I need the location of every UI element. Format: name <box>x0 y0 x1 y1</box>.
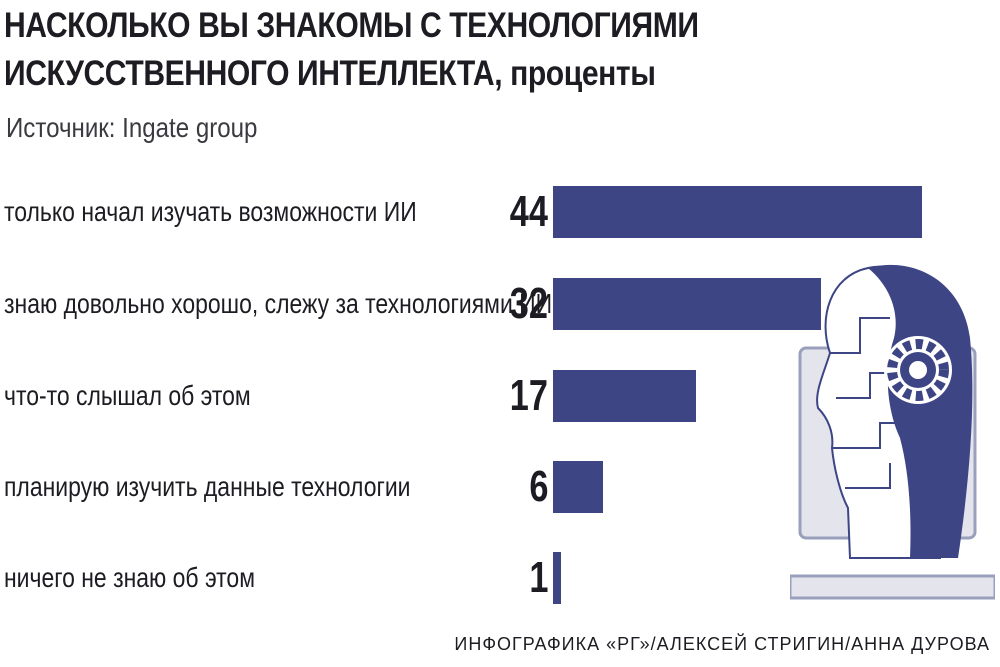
bar-label: ничего не знаю об этом <box>4 562 255 593</box>
bar-label: знаю довольно хорошо, слежу за технологи… <box>4 288 553 319</box>
bar <box>553 461 604 513</box>
bar-label: планирую изучить данные технологии <box>4 471 411 502</box>
chart-unit: проценты <box>510 54 656 93</box>
bar-value-label: 32 <box>509 279 548 328</box>
ai-head-laptop-icon <box>790 264 995 600</box>
chart-title-line2: ИСКУССТВЕННОГО ИНТЕЛЛЕКТА, проценты <box>4 50 699 98</box>
chart-title-line1: НАСКОЛЬКО ВЫ ЗНАКОМЫ С ТЕХНОЛОГИЯМИ <box>4 6 699 45</box>
bar <box>553 186 922 238</box>
bar-value-label: 17 <box>509 371 548 420</box>
bar-value-label: 6 <box>528 462 548 511</box>
bar-label: только начал изучать возможности ИИ <box>4 196 417 227</box>
bar-value-label: 44 <box>509 187 548 236</box>
infographic-credit: ИНФОГРАФИКА «РГ»/АЛЕКСЕЙ СТРИГИН/АННА ДУ… <box>454 634 990 654</box>
bar-label: что-то слышал об этом <box>4 380 251 411</box>
chart-title: НАСКОЛЬКО ВЫ ЗНАКОМЫ С ТЕХНОЛОГИЯМИ ИСКУ… <box>4 2 699 98</box>
bar-value-label: 1 <box>528 553 548 602</box>
chart-source: Источник: Ingate group <box>6 112 258 143</box>
bar <box>553 370 696 422</box>
bar <box>553 552 562 604</box>
chart-title-line2-text: ИСКУССТВЕННОГО ИНТЕЛЛЕКТА, <box>4 54 503 93</box>
bar <box>553 278 822 330</box>
